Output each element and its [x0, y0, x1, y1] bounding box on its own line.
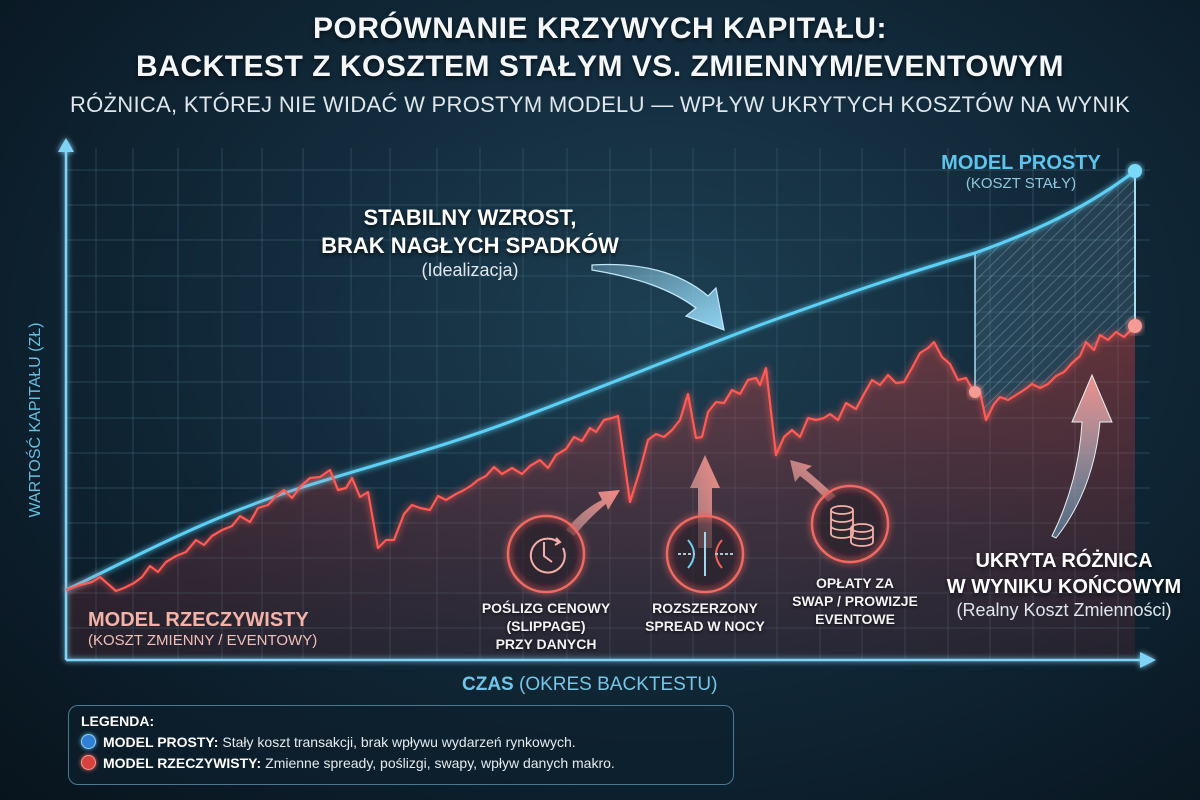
coins-icon: [830, 505, 874, 547]
legend: LEGENDA: MODEL PROSTY: Stały koszt trans…: [68, 705, 734, 785]
simple-model-label: MODEL PROSTY (KOSZT STAŁY): [926, 152, 1116, 192]
idealization-arrow-icon: [591, 263, 725, 331]
real-model-end-dot: [1128, 319, 1142, 333]
real-model-title: MODEL RZECZYWISTY: [88, 609, 309, 631]
legend-simple-name: MODEL PROSTY:: [103, 733, 219, 750]
x-axis-arrow-icon: [1140, 652, 1156, 668]
chart-title-line2: BACKTEST Z KOSZTEM STAŁYM VS. ZMIENNYM/E…: [136, 50, 1064, 83]
swap-arrow-icon: [790, 460, 836, 502]
hidden-gap-area: [975, 171, 1135, 420]
slippage-line1: POŚLIZG CENOWY: [481, 600, 611, 616]
simple-model-line: [65, 169, 1136, 592]
stable-growth-label: STABILNY WZROST, BRAK NAGŁYCH SPADKÓW (I…: [300, 204, 640, 281]
swap-label: OPŁATY ZA SWAP / PROWIZJE EVENTOWE: [780, 574, 930, 628]
stable-growth-sub: (Idealizacja): [421, 260, 519, 280]
gap-arrow-icon: [1051, 373, 1113, 539]
real-model-sub: (KOSZT ZMIENNY / EVENTOWY): [88, 632, 318, 649]
clock-icon: [529, 537, 566, 574]
legend-real-desc: Zmienne spready, poślizgi, swapy, wpływ …: [265, 754, 615, 771]
swap-line2: SWAP / PROWIZJE: [792, 593, 918, 609]
slippage-arrow-icon: [566, 490, 620, 536]
spread-line2: SPREAD W NOCY: [645, 618, 765, 634]
hidden-gap-line2: W WYNIKU KOŃCOWYM: [946, 576, 1182, 598]
chart-title-line1: PORÓWNANIE KRZYWYCH KAPITAŁU:: [313, 12, 887, 45]
y-axis-arrow-icon: [58, 138, 74, 152]
swap-line3: EVENTOWE: [815, 611, 895, 627]
slippage-cause-circle: [506, 514, 586, 594]
spread-label: ROZSZERZONY SPREAD W NOCY: [625, 599, 785, 635]
swap-cause-circle: [810, 484, 890, 564]
simple-model-title: MODEL PROSTY: [941, 152, 1101, 174]
y-axis-label: WARTOŚĆ KAPITAŁU (ZŁ): [27, 322, 44, 518]
hidden-gap-line1: UKRYTA RÓŻNICA: [975, 550, 1153, 572]
legend-item-simple: MODEL PROSTY: Stały koszt transakcji, br…: [81, 731, 721, 752]
x-axis-label-bold: CZAS: [462, 674, 514, 695]
stable-growth-line1: STABILNY WZROST,: [363, 205, 577, 230]
spread-line1: ROZSZERZONY: [652, 600, 758, 616]
spread-icon: [678, 532, 734, 576]
simple-model-sub: (KOSZT STAŁY): [965, 175, 1077, 192]
slippage-label: POŚLIZG CENOWY (SLIPPAGE) PRZY DANYCH: [466, 599, 626, 653]
legend-title: LEGENDA:: [81, 713, 155, 729]
x-axis-label: CZAS (OKRES BACKTESTU): [462, 674, 717, 696]
blue-dot-icon: [81, 734, 96, 749]
real-model-label: MODEL RZECZYWISTY (KOSZT ZMIENNY / EVENT…: [88, 609, 317, 649]
slippage-line3: PRZY DANYCH: [495, 636, 597, 652]
hidden-gap-label: UKRYTA RÓŻNICA W WYNIKU KOŃCOWYM (Realny…: [926, 548, 1200, 621]
axes: [58, 138, 1156, 668]
red-dot-icon: [81, 755, 96, 770]
spread-cause-circle: [665, 514, 745, 594]
hidden-gap-sub: (Realny Koszt Zmienności): [956, 600, 1172, 620]
gap-start-dot: [969, 386, 981, 398]
simple-model-end-dot: [1128, 164, 1142, 178]
legend-simple-desc: Stały koszt transakcji, brak wpływu wyda…: [222, 733, 576, 750]
swap-line1: OPŁATY ZA: [815, 575, 895, 591]
legend-item-real: MODEL RZECZYWISTY: Zmienne spready, pośl…: [81, 752, 721, 773]
slippage-line2: (SLIPPAGE): [506, 618, 586, 634]
legend-real-name: MODEL RZECZYWISTY:: [103, 754, 262, 771]
stable-growth-line2: BRAK NAGŁYCH SPADKÓW: [321, 233, 619, 258]
spread-arrow-icon: [690, 455, 720, 548]
x-axis-label-rest: (OKRES BACKTESTU): [513, 674, 718, 695]
chart-subtitle: RÓŻNICA, KTÓREJ NIE WIDAĆ W PROSTYM MODE…: [69, 92, 1131, 117]
